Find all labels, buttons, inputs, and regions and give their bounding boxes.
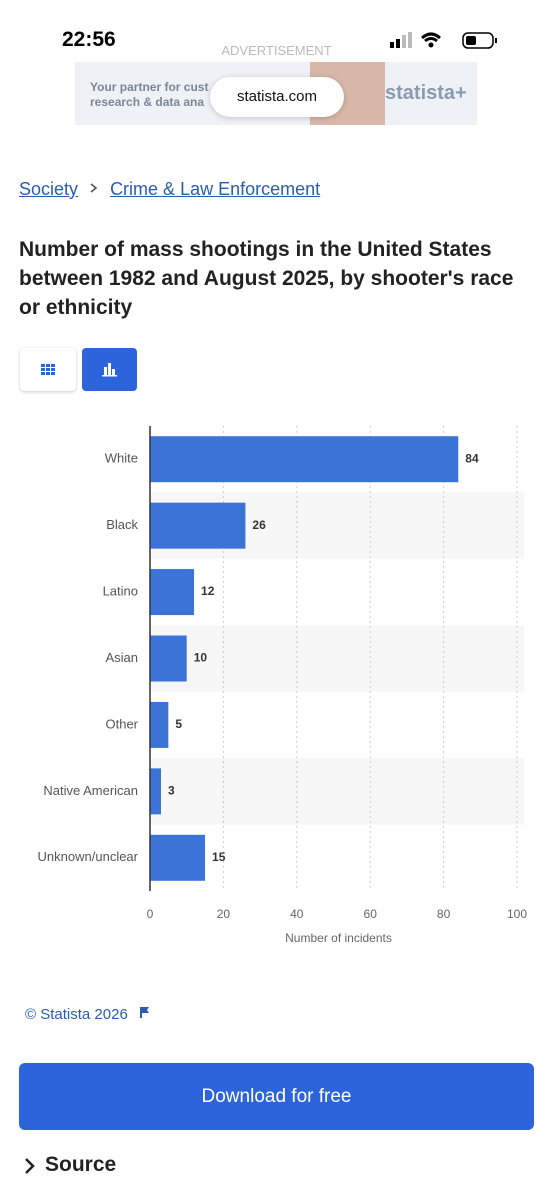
data-label: 10 (194, 651, 208, 665)
flag-icon (139, 1007, 149, 1018)
x-tick-label: 40 (290, 907, 304, 921)
ad-brand: statista+ (385, 82, 467, 104)
x-tick-label: 100 (507, 907, 527, 921)
data-label: 15 (212, 850, 226, 864)
data-label: 84 (465, 451, 479, 465)
y-tick-label: Unknown/unclear (38, 849, 139, 864)
copyright-text: © Statista 2026 (25, 1006, 128, 1023)
x-axis-label: Number of incidents (285, 931, 392, 945)
x-tick-label: 0 (147, 907, 154, 921)
breadcrumb-link[interactable]: Society (19, 179, 79, 199)
x-tick-label: 60 (364, 907, 378, 921)
y-tick-label: Latino (103, 584, 138, 599)
chart: 0 20 40 60 80 100 Number of incidents White 84 Bl… (38, 426, 527, 945)
data-label: 12 (201, 584, 215, 598)
bar (150, 569, 195, 616)
chart-title: Number of mass shootings in the United S… (19, 238, 514, 319)
data-label: 5 (175, 717, 182, 731)
chevron-icon (25, 1158, 35, 1174)
y-tick-label: Black (106, 517, 138, 532)
status-icons (390, 32, 497, 49)
source-toggle[interactable]: Source (45, 1153, 117, 1176)
y-tick-label: Other (105, 716, 138, 731)
bar (150, 701, 169, 748)
bar (150, 436, 459, 483)
url-pill[interactable]: statista.com (210, 77, 344, 117)
x-tick-label: 80 (437, 907, 451, 921)
bar (150, 635, 187, 682)
row-band (150, 625, 524, 692)
breadcrumb-link[interactable]: Crime & Law Enforcement (110, 179, 321, 199)
breadcrumb: Society Crime & Law Enforcement (19, 179, 320, 200)
copyright[interactable]: © Statista 2026 (25, 1005, 152, 1023)
ad-text: research & data ana (90, 95, 205, 109)
y-tick-label: White (105, 451, 138, 466)
chart-view-button[interactable] (82, 348, 137, 391)
row-band (150, 758, 524, 825)
y-tick-label: Asian (105, 650, 138, 665)
bar (150, 768, 162, 815)
download-button[interactable]: Download for free (19, 1063, 534, 1130)
data-label: 3 (168, 784, 175, 798)
ad-text: Your partner for cust (90, 80, 209, 94)
table-icon (41, 364, 55, 375)
bar (150, 502, 246, 549)
y-tick-label: Native American (43, 783, 138, 798)
table-view-button[interactable] (20, 348, 76, 391)
x-tick-label: 20 (217, 907, 231, 921)
breadcrumb-separator (90, 183, 98, 193)
status-time: 22:56 (62, 28, 116, 51)
chart-icon (102, 363, 117, 377)
ad-label: ADVERTISEMENT (221, 43, 332, 58)
bar (150, 834, 206, 881)
data-label: 26 (252, 518, 266, 532)
